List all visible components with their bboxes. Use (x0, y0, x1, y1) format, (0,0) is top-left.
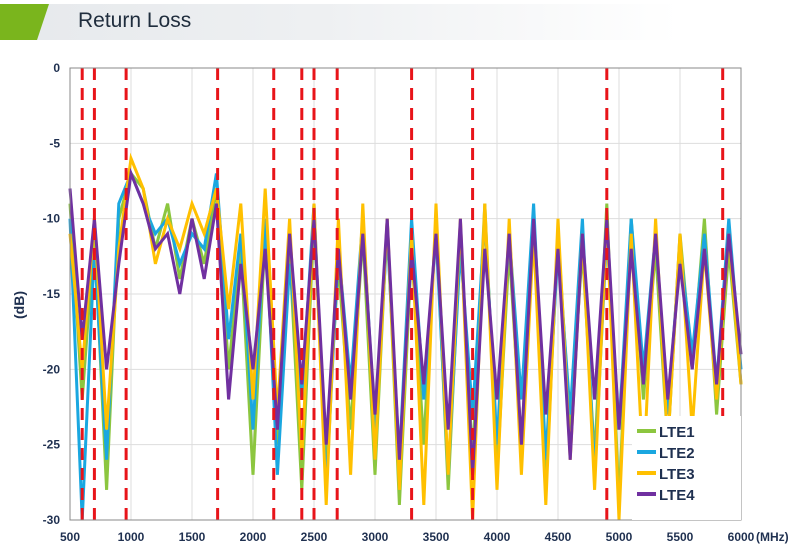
header-accent (0, 4, 37, 40)
y-tick-label: 0 (53, 61, 60, 75)
x-tick-label: 2000 (240, 530, 267, 544)
legend-label: LTE1 (659, 424, 695, 441)
y-axis-label: (dB) (11, 291, 27, 319)
x-tick-label: 1000 (118, 530, 145, 544)
x-tick-label: 2500 (301, 530, 328, 544)
x-tick-label: 5500 (667, 530, 694, 544)
x-tick-label: 6000 (728, 530, 755, 544)
header-bar (0, 4, 799, 40)
page-title: Return Loss (78, 9, 192, 32)
y-tick-label: -15 (43, 287, 61, 301)
x-axis-label: (MHz) (756, 530, 789, 544)
legend-label: LTE4 (659, 487, 695, 504)
x-tick-label: 4000 (484, 530, 511, 544)
y-tick-label: -5 (49, 136, 60, 150)
y-tick-label: -10 (43, 212, 61, 226)
x-tick-label: 1500 (179, 530, 206, 544)
y-tick-label: -25 (43, 438, 61, 452)
x-tick-label: 3000 (362, 530, 389, 544)
x-tick-label: 4500 (545, 530, 572, 544)
plot-frame (69, 67, 742, 521)
x-tick-label: 3500 (423, 530, 450, 544)
series-line-lte4 (68, 167, 743, 475)
legend-label: LTE3 (659, 466, 695, 483)
legend-label: LTE2 (659, 445, 695, 462)
header-accent-slant (37, 4, 49, 40)
legend-box (632, 416, 741, 520)
x-tick-label: 500 (60, 530, 80, 544)
y-tick-label: -20 (43, 362, 61, 376)
y-tick-label: -30 (43, 513, 61, 527)
x-tick-label: 5000 (606, 530, 633, 544)
